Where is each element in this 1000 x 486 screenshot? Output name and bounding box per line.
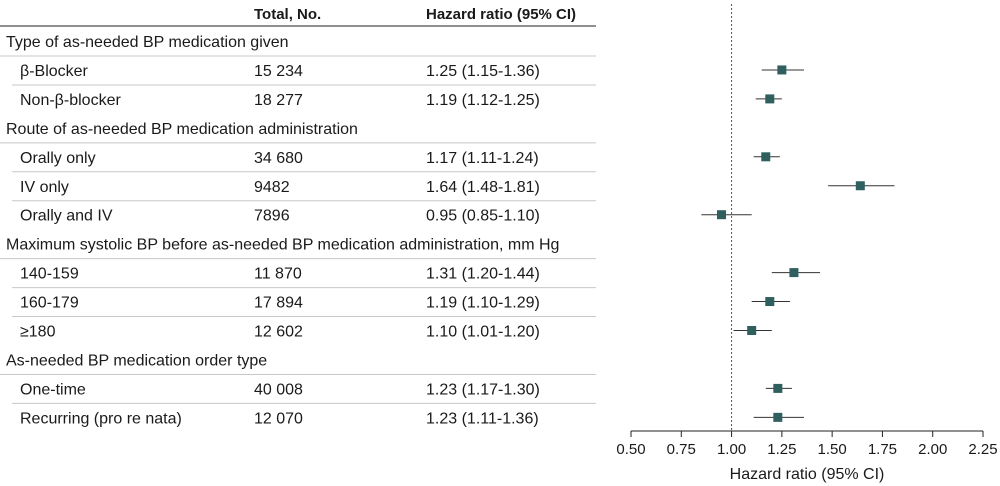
table-rows: Type of as-needed BP medication given β-B…: [0, 34, 596, 427]
x-tick-label: 1.00: [717, 441, 746, 458]
x-axis: 0.50 0.75 1.00 1.25 1.50 1.75 2.00 2.25: [616, 430, 998, 458]
row-total: 11 870: [254, 266, 302, 283]
row-total: 9482: [254, 179, 290, 196]
row-total: 40 008: [254, 381, 303, 398]
row-total: 17 894: [254, 295, 303, 312]
row-hazard-ratio: 1.19 (1.10-1.29): [426, 295, 540, 312]
point-estimate-marker: [789, 268, 799, 278]
row-total: 34 680: [254, 150, 303, 167]
point-estimate-marker: [773, 383, 783, 393]
row-label: Non-β-blocker: [20, 92, 121, 109]
point-estimate-marker: [855, 181, 865, 191]
x-tick-label: 0.75: [667, 441, 696, 458]
row-total: 12 070: [254, 410, 303, 427]
row-hazard-ratio: 1.64 (1.48-1.81): [426, 179, 540, 196]
row-label: Recurring (pro re nata): [20, 410, 182, 427]
row-hazard-ratio: 0.95 (0.85-1.10): [426, 208, 540, 225]
x-tick-label: 2.25: [968, 441, 997, 458]
row-total: 7896: [254, 208, 290, 225]
point-estimate-marker: [765, 94, 775, 104]
row-hazard-ratio: 1.23 (1.11-1.36): [426, 410, 539, 427]
x-tick-label: 2.00: [918, 441, 947, 458]
row-label: One-time: [20, 381, 86, 398]
header-hazard-ratio: Hazard ratio (95% CI): [426, 6, 576, 23]
point-estimate-marker: [717, 210, 727, 220]
group-title: As-needed BP medication order type: [6, 352, 267, 369]
header-total: Total, No.: [254, 6, 321, 23]
row-label: 140-159: [20, 266, 79, 283]
row-hazard-ratio: 1.25 (1.15-1.36): [426, 63, 540, 80]
row-total: 15 234: [254, 63, 303, 80]
row-label: β-Blocker: [20, 63, 89, 80]
group-title: Route of as-needed BP medication adminis…: [6, 121, 358, 138]
row-label: IV only: [20, 179, 69, 196]
x-axis-label: Hazard ratio (95% CI): [730, 466, 885, 483]
row-hazard-ratio: 1.10 (1.01-1.20): [426, 324, 540, 341]
row-hazard-ratio: 1.19 (1.12-1.25): [426, 92, 540, 109]
point-estimate-marker: [747, 326, 757, 335]
row-hazard-ratio: 1.17 (1.11-1.24): [426, 150, 539, 167]
row-hazard-ratio: 1.23 (1.17-1.30): [426, 381, 540, 398]
point-estimate-marker: [761, 152, 771, 162]
plot-area: [701, 4, 895, 431]
row-total: 12 602: [254, 324, 303, 341]
row-total: 18 277: [254, 92, 303, 109]
x-tick-label: 1.25: [767, 441, 796, 458]
x-tick-label: 1.50: [818, 441, 847, 458]
x-tick-label: 0.50: [616, 441, 645, 458]
row-label: ≥180: [20, 324, 56, 341]
row-hazard-ratio: 1.31 (1.20-1.44): [426, 266, 540, 283]
row-label: Orally and IV: [20, 208, 113, 225]
x-tick-label: 1.75: [868, 441, 897, 458]
row-label: Orally only: [20, 150, 96, 167]
point-estimate-marker: [765, 297, 775, 307]
point-estimate-marker: [773, 412, 783, 422]
group-title: Maximum systolic BP before as-needed BP …: [6, 237, 559, 254]
point-estimate-marker: [777, 65, 787, 75]
group-title: Type of as-needed BP medication given: [6, 34, 289, 51]
row-label: 160-179: [20, 295, 79, 312]
